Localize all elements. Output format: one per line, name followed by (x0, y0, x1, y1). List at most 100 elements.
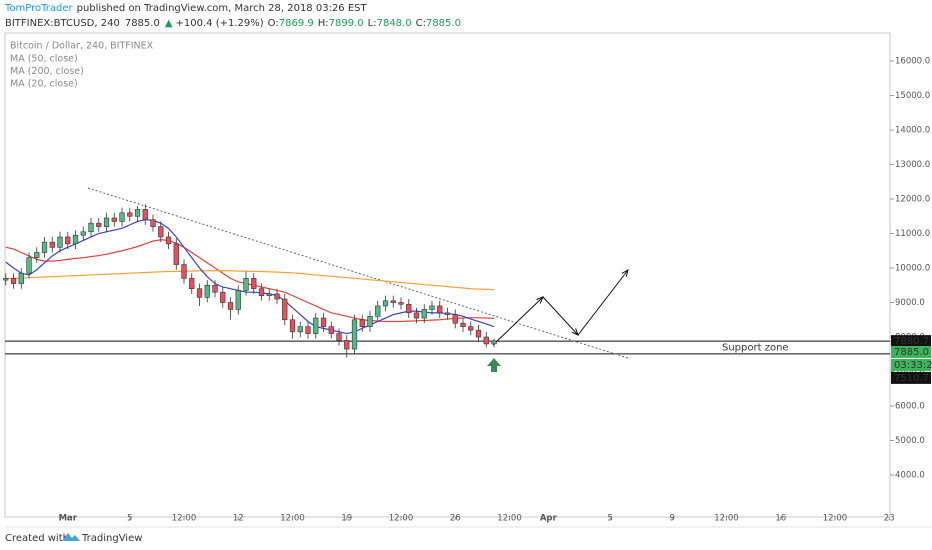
y-tick-label: 5000.0 (895, 436, 925, 446)
candle-body (181, 264, 187, 279)
candle-body (189, 278, 195, 290)
candle-body (274, 293, 280, 300)
trend-line (87, 187, 629, 359)
x-tick-label: 5 (127, 514, 132, 524)
y-tick-label: 14000.0 (895, 126, 930, 136)
ohlc-value: 7848.0 (377, 18, 412, 29)
annotation: Support zone (722, 343, 789, 354)
plot-frame (4, 32, 891, 518)
candle-body (26, 257, 32, 274)
x-tick-label: 5 (608, 514, 613, 524)
x-tick-label: 23 (884, 514, 895, 524)
y-tick-label: 12000.0 (895, 195, 930, 205)
x-tick-label: 12:00 (280, 514, 305, 524)
candle-body (103, 217, 110, 227)
ohlc-value: 7869.9 (279, 18, 314, 29)
candle-body (336, 333, 342, 341)
y-tick-label: 10000.0 (895, 264, 930, 274)
x-tick-label: 12 (233, 514, 244, 524)
arrow-head (571, 328, 579, 336)
candle-body (80, 231, 86, 236)
candle-body (452, 314, 458, 324)
footer-brand[interactable]: TradingView (81, 533, 142, 544)
legend-title: Bitcoin / Dollar, 240, BITFINEX (10, 41, 154, 52)
candle-body (196, 288, 203, 298)
ohlc-label: O: (268, 18, 279, 29)
candle-body (134, 209, 141, 217)
symbol: BITFINEX:BTCUSD, 240 (5, 18, 120, 29)
footer-created: Created with (5, 533, 69, 544)
candle-body (475, 329, 482, 338)
x-tick-label: 12:00 (714, 514, 739, 524)
candle-body (18, 272, 24, 284)
x-tick-label: 26 (450, 514, 461, 524)
candle-body (204, 284, 210, 298)
candle-body (444, 312, 451, 315)
price: 7885.0 (125, 18, 160, 29)
x-tick-label: 12:00 (823, 514, 848, 524)
candle-body (65, 236, 71, 245)
candle-body (57, 236, 63, 248)
candle-body (406, 303, 412, 314)
candle-body (437, 305, 443, 314)
candle-body (351, 319, 358, 350)
candle-body (313, 317, 319, 334)
logo (62, 533, 80, 541)
ma-line (5, 239, 495, 323)
y-tick-label: 4000.0 (895, 471, 925, 481)
candle-body (235, 290, 241, 310)
candle-body (367, 316, 373, 327)
candle-body (220, 291, 226, 303)
x-tick-label: 12:00 (497, 514, 522, 524)
arrow-head (621, 268, 629, 277)
candle-body (111, 217, 117, 222)
y-tick-label: 9000.0 (895, 298, 925, 308)
ohlc-label: L: (368, 18, 377, 29)
candle-body (289, 319, 296, 333)
level-label: 7880.7 (894, 336, 929, 347)
candle-body (460, 322, 466, 327)
candle-body (142, 209, 148, 221)
legend-entry: MA (50, close) (10, 54, 78, 65)
y-tick-label: 6000.0 (895, 402, 925, 412)
change: +100.4 (+1.29%) (176, 18, 264, 29)
y-tick-label: 15000.0 (895, 91, 930, 101)
countdown-label-box (891, 358, 931, 371)
candle-body (127, 212, 133, 217)
x-tick-label: 9 (670, 514, 675, 524)
last-price-label: 7885.0 (894, 347, 929, 358)
ohlc-label: C: (416, 18, 426, 29)
candle-body (3, 278, 9, 281)
y-tick-label: 16000.0 (895, 57, 930, 67)
candle-body (328, 326, 334, 334)
candle-body (266, 293, 272, 296)
author[interactable]: TomProTrader (4, 3, 74, 14)
published: published on TradingView.com, March 28, … (77, 3, 368, 14)
ma-line (5, 219, 495, 335)
level-label: 7510.7 (894, 373, 929, 384)
candle-body (41, 241, 48, 253)
candle-body (297, 326, 303, 333)
candle-body (491, 340, 497, 345)
countdown-label: 03:33:21 (894, 360, 932, 371)
level-label-box (891, 371, 931, 384)
ohlc-value: 7885.0 (426, 18, 461, 29)
candle-body (344, 340, 350, 350)
candle-body (34, 252, 40, 258)
candle-body (320, 317, 327, 327)
candle-body (227, 302, 234, 310)
ma-line (5, 270, 495, 291)
ohlc-label: H: (318, 18, 329, 29)
candle-body (88, 222, 94, 233)
y-tick-label: 11000.0 (895, 229, 930, 239)
candle-body (150, 219, 156, 227)
candle-body (421, 309, 427, 319)
level-label-box (891, 335, 931, 348)
x-tick-label: 12:00 (389, 514, 414, 524)
symbol-line: BITFINEX:BTCUSD, 240 7885.0 ▲ +100.4 (+1.29… (5, 18, 461, 29)
candle-body (390, 300, 396, 303)
candle-body (96, 222, 102, 227)
candle-body (282, 298, 288, 321)
candle-body (165, 236, 172, 245)
